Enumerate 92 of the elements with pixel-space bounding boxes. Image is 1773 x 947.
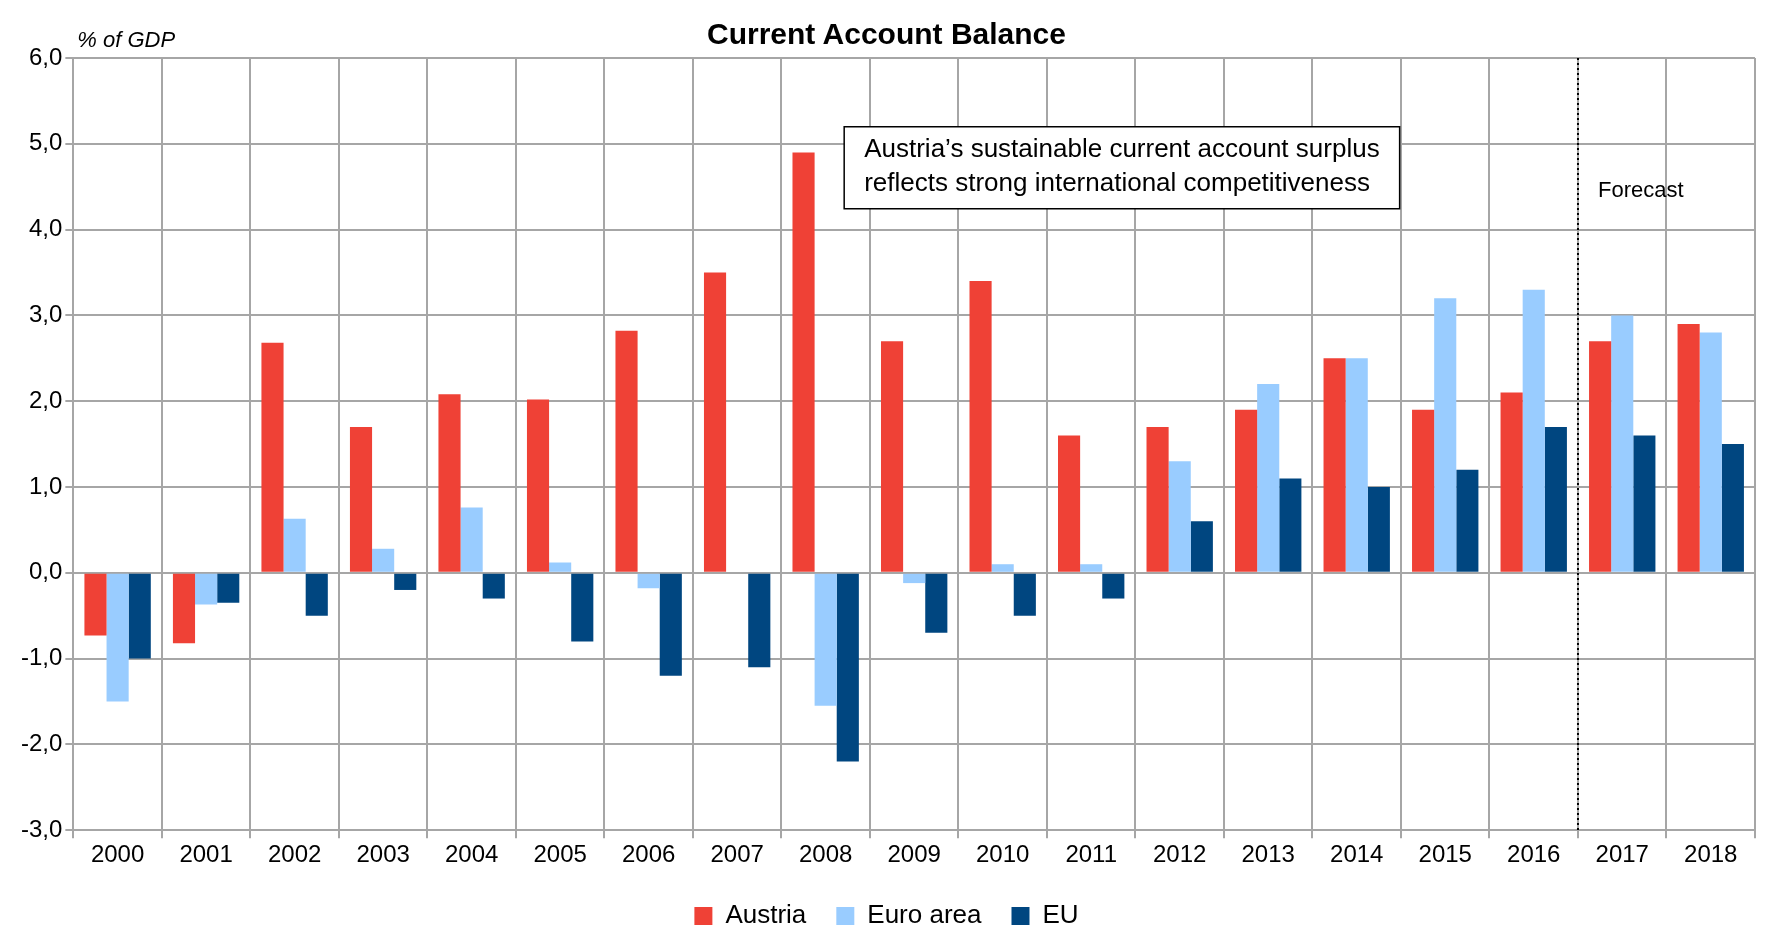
bar: [106, 573, 129, 702]
bar: [217, 573, 240, 603]
x-tick-label: 2018: [1684, 840, 1738, 868]
x-tick-label: 2011: [1065, 840, 1117, 868]
bar: [372, 548, 395, 572]
bar: [261, 342, 284, 572]
x-tick-label: 2005: [533, 840, 587, 868]
bar: [748, 573, 771, 668]
bar: [1102, 573, 1125, 599]
x-tick-label: 2008: [798, 840, 853, 868]
y-tick-label: 3,0: [28, 300, 63, 328]
bar: [1080, 564, 1103, 572]
bar: [1522, 289, 1545, 572]
x-tick-label: 2007: [710, 840, 764, 868]
bar: [349, 426, 373, 572]
bar: [1257, 384, 1280, 572]
y-tick-label: -1,0: [21, 643, 63, 671]
bar: [283, 518, 306, 572]
bar: [1367, 487, 1390, 572]
y-axis-title: % of GDP: [77, 27, 176, 53]
legend-label: Euro area: [867, 899, 983, 930]
bar: [991, 564, 1014, 572]
bar: [1412, 409, 1435, 572]
ref-line-label: Forecast: [1597, 177, 1684, 203]
bar: [814, 573, 837, 706]
x-tick-label: 2009: [887, 840, 941, 868]
bar: [1279, 478, 1302, 572]
bar: [305, 573, 328, 616]
bar: [1190, 521, 1213, 572]
bar: [1013, 573, 1036, 616]
x-tick-label: 2014: [1330, 840, 1384, 868]
bar: [1146, 426, 1169, 572]
bar: [195, 573, 218, 605]
y-tick-label: -3,0: [21, 814, 63, 842]
bar: [1544, 426, 1567, 572]
bar: [1058, 435, 1081, 572]
bar: [792, 152, 815, 572]
x-tick-label: 2013: [1241, 840, 1295, 868]
y-tick-label: 5,0: [28, 128, 63, 156]
bar: [637, 573, 660, 589]
legend-label: EU: [1042, 899, 1079, 930]
bar: [394, 573, 417, 590]
bar: [1456, 469, 1479, 572]
x-tick-label: 2003: [356, 840, 410, 868]
bar: [438, 394, 461, 572]
y-tick-label: 0,0: [28, 557, 63, 585]
bar: [1500, 392, 1523, 572]
bar: [1721, 444, 1744, 572]
y-tick-label: 4,0: [28, 214, 63, 242]
bar: [571, 573, 594, 642]
y-tick-label: 6,0: [28, 42, 63, 70]
annotation: Austria’s sustainable current account surplus reflects strong international competitiveness: [864, 132, 1380, 197]
bar: [703, 272, 727, 572]
x-tick-label: 2002: [267, 840, 322, 868]
bar: [1699, 332, 1722, 572]
bar: [1235, 409, 1258, 572]
bar: [836, 573, 859, 762]
bar: [1633, 435, 1656, 572]
legend-label: Austria: [725, 899, 807, 930]
bar: [549, 562, 572, 572]
bar: [1611, 315, 1634, 572]
x-tick-label: 2001: [179, 840, 233, 868]
bar: [880, 341, 904, 572]
bar: [1323, 358, 1346, 572]
bar: [460, 507, 483, 572]
x-tick-label: 2000: [90, 840, 145, 868]
bar: [1434, 298, 1457, 572]
bar: [1345, 358, 1368, 572]
x-tick-label: 2010: [975, 840, 1030, 868]
bar: [1168, 461, 1191, 572]
x-tick-label: 2012: [1153, 840, 1207, 868]
bar: [526, 399, 550, 572]
y-tick-label: 2,0: [28, 385, 63, 413]
bar: [1677, 323, 1700, 572]
bar: [615, 330, 638, 572]
x-tick-label: 2004: [444, 840, 499, 868]
bar: [903, 573, 926, 584]
x-tick-label: 2017: [1595, 840, 1649, 868]
y-tick-label: -2,0: [21, 729, 63, 757]
bar: [1589, 341, 1612, 572]
y-tick-label: 1,0: [28, 471, 63, 499]
bar: [925, 573, 948, 633]
x-tick-label: 2016: [1507, 840, 1561, 868]
chart-title: Current Account Balance: [707, 17, 1066, 51]
x-tick-label: 2006: [621, 840, 676, 868]
bar: [659, 573, 682, 676]
bar: [969, 281, 992, 572]
bar: [482, 573, 505, 599]
bar: [172, 573, 196, 644]
bar: [128, 573, 151, 659]
bar: [84, 573, 107, 636]
x-tick-label: 2015: [1418, 840, 1472, 868]
